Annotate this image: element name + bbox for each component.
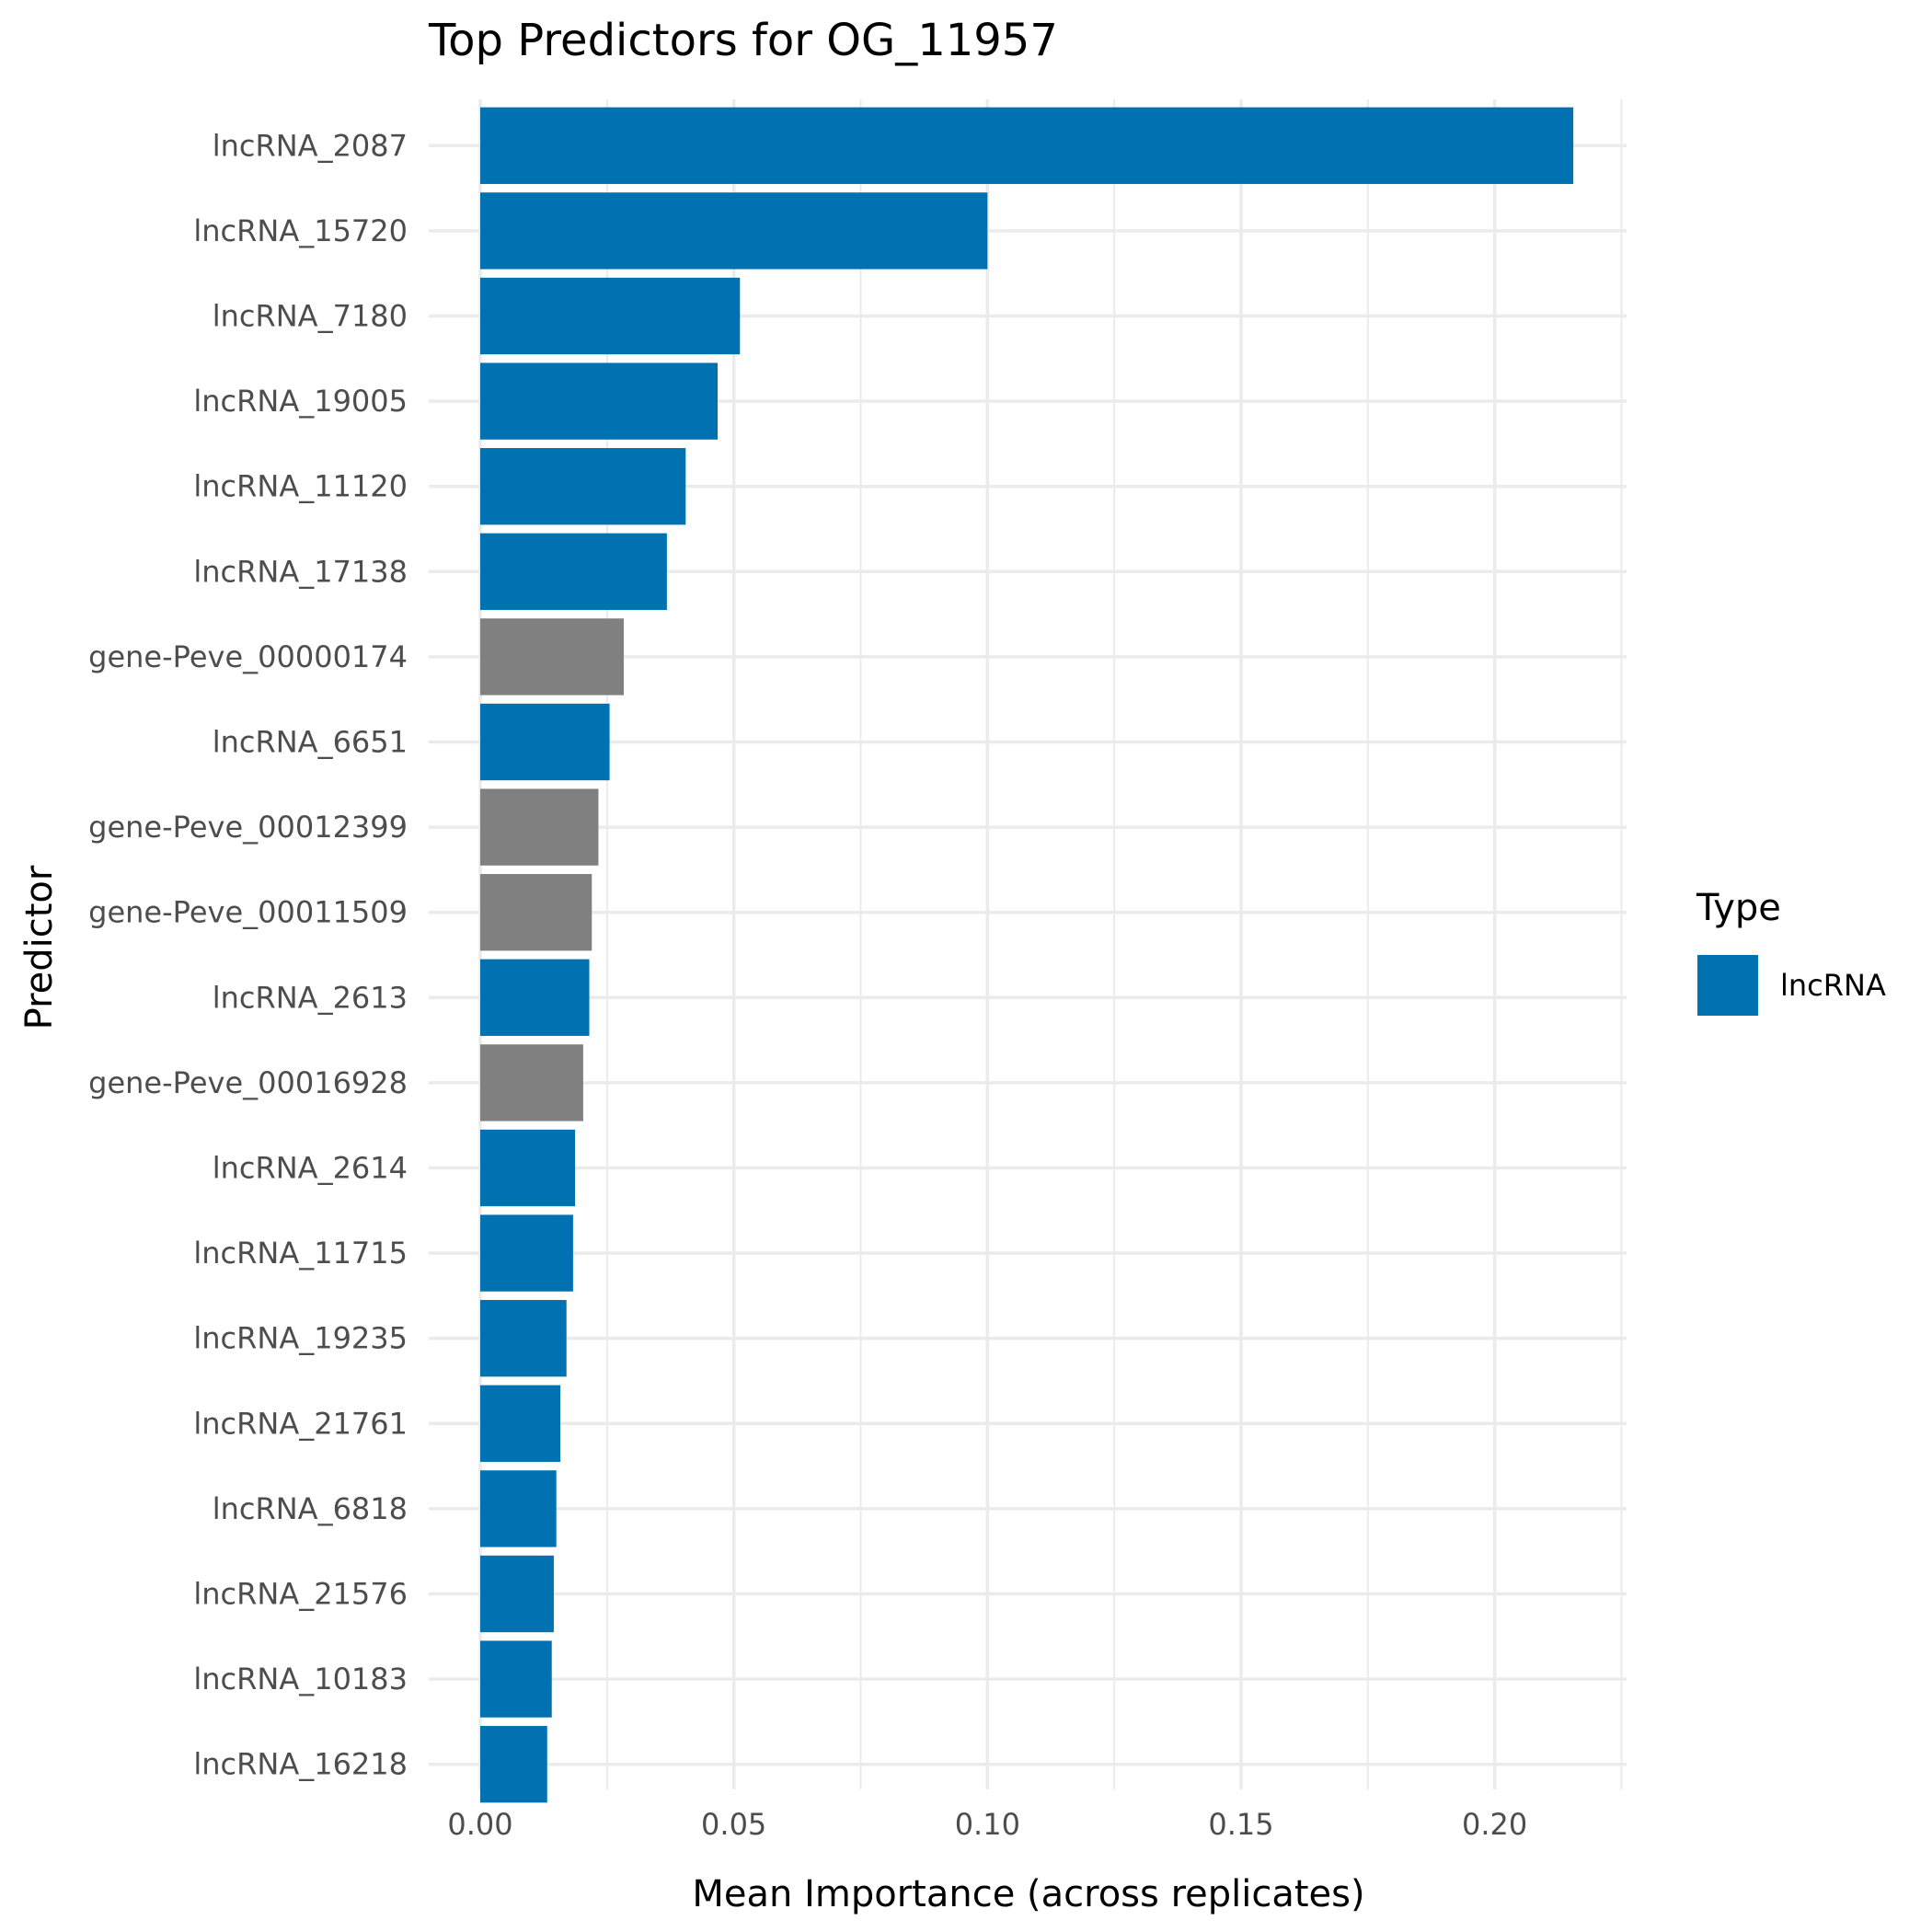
legend-title: Type — [1696, 887, 1781, 929]
y-tick-label: lncRNA_2613 — [213, 980, 408, 1015]
bar-lncRNA_21576 — [480, 1555, 554, 1633]
chart-title: Top Predictors for OG_11957 — [428, 15, 1058, 66]
bar-lncRNA_6818 — [480, 1470, 557, 1547]
legend: Type lncRNA — [1696, 887, 1886, 1016]
bar-lncRNA_2087 — [480, 107, 1574, 184]
y-tick-label: lncRNA_17138 — [193, 554, 408, 589]
bar-lncRNA_11120 — [480, 448, 686, 525]
x-axis-title: Mean Importance (across replicates) — [692, 1873, 1364, 1915]
bar-lncRNA_7180 — [480, 277, 741, 355]
y-axis-title: Predictor — [18, 865, 61, 1029]
y-tick-label: gene-Peve_00012399 — [88, 810, 408, 845]
bar-gene-Peve_00000174 — [480, 618, 625, 696]
y-tick-label: gene-Peve_00000174 — [88, 639, 408, 674]
bar-lncRNA_17138 — [480, 533, 667, 610]
y-tick-label: lncRNA_19235 — [193, 1321, 408, 1356]
y-tick-label: lncRNA_11120 — [193, 469, 408, 504]
y-tick-label: lncRNA_6651 — [213, 725, 408, 760]
bar-lncRNA_19235 — [480, 1300, 567, 1377]
bar-lncRNA_16218 — [480, 1726, 547, 1803]
y-tick-label: lncRNA_21576 — [193, 1577, 408, 1612]
y-tick-label: lncRNA_6818 — [213, 1491, 408, 1526]
y-axis-tick-labels: lncRNA_2087 lncRNA_15720 lncRNA_7180 lncRNA… — [88, 128, 408, 1781]
y-tick-label: lncRNA_16218 — [193, 1747, 408, 1782]
y-tick-label: gene-Peve_00016928 — [88, 1065, 408, 1100]
bar-gene-Peve_00011509 — [480, 874, 592, 951]
x-tick-label: 0.20 — [1462, 1807, 1527, 1842]
legend-label: lncRNA — [1780, 968, 1886, 1003]
y-tick-label: lncRNA_2087 — [213, 128, 408, 163]
bar-lncRNA_19005 — [480, 362, 719, 440]
x-tick-label: 0.15 — [1208, 1807, 1273, 1842]
bar-lncRNA_11715 — [480, 1214, 573, 1292]
bar-lncRNA_2613 — [480, 959, 590, 1036]
y-tick-label: lncRNA_2614 — [213, 1151, 408, 1186]
bar-lncRNA_2614 — [480, 1129, 576, 1207]
y-tick-label: lncRNA_10183 — [193, 1662, 408, 1696]
bar-lncRNA_10183 — [480, 1640, 552, 1718]
bars — [480, 107, 1574, 1803]
bar-lncRNA_15720 — [480, 192, 988, 270]
x-axis-tick-labels: 0.00 0.05 0.10 0.15 0.20 — [447, 1807, 1527, 1842]
y-tick-label: lncRNA_11715 — [193, 1236, 408, 1271]
legend-key-lncRNA — [1697, 955, 1758, 1016]
legend-entries: lncRNA — [1697, 955, 1886, 1016]
x-tick-label: 0.05 — [701, 1807, 766, 1842]
bar-lncRNA_6651 — [480, 703, 610, 781]
y-tick-label: lncRNA_7180 — [213, 299, 408, 334]
bar-lncRNA_21761 — [480, 1385, 561, 1462]
y-tick-label: lncRNA_21761 — [193, 1406, 408, 1441]
bar-gene-Peve_00012399 — [480, 788, 599, 866]
y-tick-label: lncRNA_19005 — [193, 384, 408, 419]
y-tick-label: lncRNA_15720 — [193, 213, 408, 248]
x-tick-label: 0.00 — [447, 1807, 512, 1842]
y-tick-label: gene-Peve_00011509 — [88, 895, 408, 930]
bar-gene-Peve_00016928 — [480, 1044, 583, 1121]
x-tick-label: 0.10 — [955, 1807, 1020, 1842]
